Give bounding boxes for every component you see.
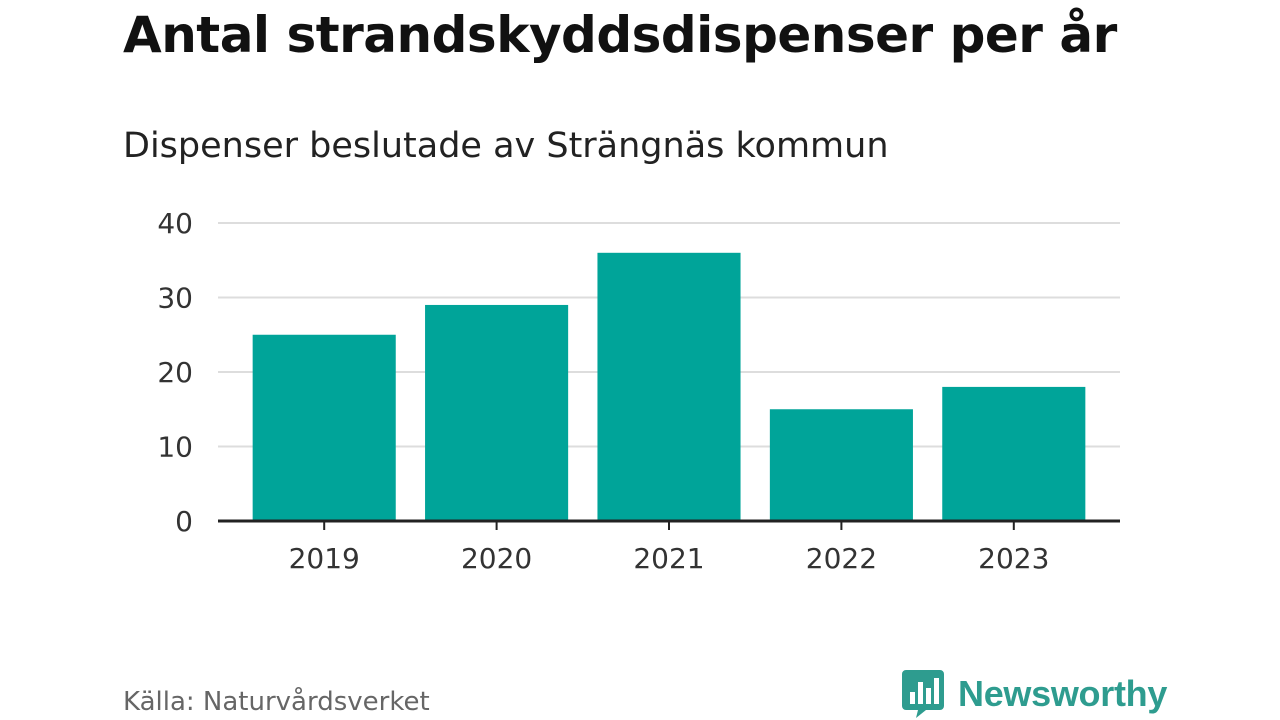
y-tick-label: 10	[157, 431, 193, 464]
bar-2023	[942, 386, 1086, 521]
y-tick-label: 20	[157, 356, 193, 389]
y-tick-label: 0	[175, 505, 193, 538]
x-tick-label: 2023	[978, 542, 1049, 575]
brand-name: Newsworthy	[958, 673, 1168, 714]
x-tick-label: 2020	[461, 542, 532, 575]
y-tick-label: 40	[157, 207, 193, 240]
bar-chart-icon	[902, 670, 944, 718]
chart-subtitle: Dispenser beslutade av Strängnäs kommun	[123, 126, 889, 166]
x-tick-label: 2022	[806, 542, 877, 575]
bar-2021	[597, 252, 741, 522]
y-tick-label: 30	[157, 282, 193, 315]
brand-logo: Newsworthy	[902, 670, 1167, 718]
source-note: Källa: Naturvårdsverket	[123, 687, 430, 717]
x-tick-label: 2019	[289, 542, 360, 575]
x-tick-label: 2021	[633, 542, 704, 575]
chart-title: Antal strandskyddsdispenser per år	[123, 6, 1117, 64]
bar-2019	[252, 334, 396, 521]
bar-2022	[769, 409, 913, 521]
bar-2020	[425, 304, 569, 521]
